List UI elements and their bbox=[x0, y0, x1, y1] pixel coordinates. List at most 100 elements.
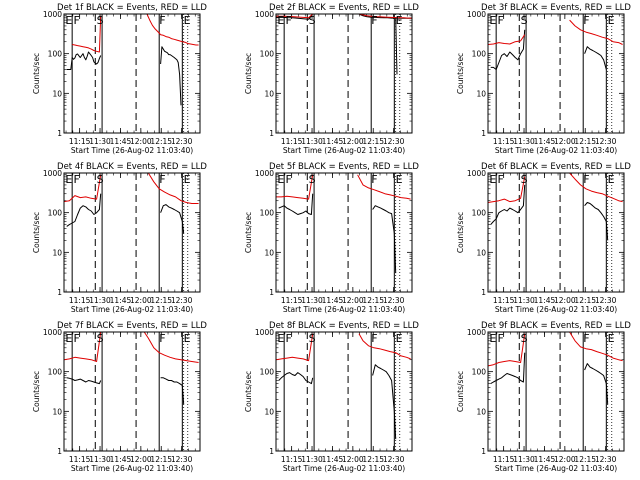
y-tick-label: 1000 bbox=[467, 328, 486, 337]
y-tick-label: 100 bbox=[48, 368, 63, 377]
events-series-line bbox=[66, 377, 102, 385]
chart-title: Det 2f BLACK = Events, RED = LLD bbox=[269, 3, 419, 13]
y-axis-label: Counts/sec bbox=[456, 53, 465, 94]
y-tick-label: 100 bbox=[260, 209, 275, 218]
x-tick-label: 11:45 bbox=[110, 137, 132, 146]
y-tick-label: 100 bbox=[48, 209, 63, 218]
events-series-line bbox=[584, 46, 607, 70]
y-tick-label: 1 bbox=[57, 447, 62, 456]
plot-frame bbox=[275, 331, 413, 452]
y-tick-label: 10 bbox=[264, 407, 274, 416]
interval-flag-label: E bbox=[65, 14, 72, 27]
events-series-line bbox=[278, 372, 314, 385]
y-tick-label: 100 bbox=[48, 50, 63, 59]
y-tick-label: 100 bbox=[260, 368, 275, 377]
interval-flag-label: E bbox=[396, 332, 403, 345]
y-tick-label: 10 bbox=[52, 248, 62, 257]
interval-flag-label: F bbox=[286, 332, 292, 345]
lld-series-line bbox=[569, 19, 623, 45]
interval-flag-label: E bbox=[184, 173, 191, 186]
events-series-line bbox=[66, 193, 102, 227]
plot-frame bbox=[275, 172, 413, 293]
x-tick-label: 11:15 bbox=[69, 137, 91, 146]
lld-series-line bbox=[64, 332, 102, 362]
plot-frame bbox=[63, 13, 201, 134]
y-tick-label: 1 bbox=[269, 129, 274, 138]
interval-flag-label: F bbox=[159, 14, 165, 27]
plot-area bbox=[488, 14, 623, 133]
x-tick-label: 12:15 bbox=[150, 137, 172, 146]
x-tick-label: 12:30 bbox=[171, 137, 193, 146]
x-tick-label: 12:30 bbox=[383, 137, 405, 146]
chart-title: Det 6f BLACK = Events, RED = LLD bbox=[481, 162, 631, 172]
interval-flag-label: E bbox=[184, 14, 191, 27]
x-tick-label: 11:30 bbox=[513, 137, 535, 146]
events-series-line bbox=[276, 14, 314, 20]
plot-area bbox=[488, 332, 623, 451]
interval-flag-label: F bbox=[498, 14, 504, 27]
y-tick-label: 1000 bbox=[43, 328, 62, 337]
x-tick-label: 12:15 bbox=[362, 296, 384, 305]
x-tick-label: 11:30 bbox=[89, 296, 111, 305]
lld-series-line bbox=[569, 173, 623, 203]
interval-flag-label: F bbox=[74, 14, 80, 27]
interval-flag-label: E bbox=[608, 332, 615, 345]
plot-frame bbox=[487, 13, 625, 134]
x-tick-label: 11:30 bbox=[301, 296, 323, 305]
x-tick-label: 11:45 bbox=[322, 296, 344, 305]
y-tick-label: 10 bbox=[52, 407, 62, 416]
plot-area bbox=[276, 14, 412, 133]
chart-panel-9: Det 9f BLACK = Events, RED = LLD 1 10 100 10… bbox=[456, 321, 631, 473]
y-tick-label: 1 bbox=[57, 288, 62, 297]
x-tick-label: 12:00 bbox=[130, 137, 152, 146]
x-tick-label: 11:15 bbox=[69, 296, 91, 305]
x-axis-label: Start Time (26-Aug-02 11:03:40) bbox=[71, 146, 193, 155]
y-tick-label: 1000 bbox=[255, 169, 274, 178]
x-tick-label: 12:30 bbox=[595, 137, 617, 146]
events-series-line bbox=[490, 352, 526, 385]
lld-series-line bbox=[357, 174, 411, 200]
interval-flag-label: F bbox=[74, 332, 80, 345]
x-tick-label: 11:45 bbox=[534, 455, 556, 464]
chart-panel-6: Det 6f BLACK = Events, RED = LLD 1 10 100 10… bbox=[456, 162, 631, 314]
plot-frame bbox=[487, 331, 625, 452]
x-tick-label: 12:00 bbox=[342, 296, 364, 305]
x-tick-label: 11:45 bbox=[322, 137, 344, 146]
lld-series-line bbox=[488, 34, 526, 45]
x-tick-label: 11:30 bbox=[89, 455, 111, 464]
x-tick-label: 12:00 bbox=[342, 137, 364, 146]
interval-flag-label: S bbox=[309, 14, 316, 27]
y-axis-label: Counts/sec bbox=[244, 371, 253, 412]
x-tick-label: 11:15 bbox=[281, 137, 303, 146]
y-tick-label: 10 bbox=[476, 89, 486, 98]
interval-flag-label: E bbox=[277, 173, 284, 186]
y-tick-label: 1 bbox=[269, 288, 274, 297]
interval-flag-label: F bbox=[371, 332, 377, 345]
lld-series-line bbox=[143, 332, 199, 363]
y-tick-label: 10 bbox=[476, 407, 486, 416]
x-axis-label: Start Time (26-Aug-02 11:03:40) bbox=[71, 464, 193, 473]
x-tick-label: 11:30 bbox=[513, 296, 535, 305]
plot-frame bbox=[63, 331, 201, 452]
interval-flag-label: F bbox=[159, 332, 165, 345]
events-series-line bbox=[160, 46, 182, 106]
interval-flag-label: S bbox=[309, 332, 316, 345]
interval-flag-label: S bbox=[97, 173, 104, 186]
events-series-line bbox=[584, 363, 609, 405]
interval-flag-label: S bbox=[97, 332, 104, 345]
x-tick-label: 11:15 bbox=[281, 296, 303, 305]
lld-series-line bbox=[358, 333, 411, 360]
y-tick-label: 1 bbox=[481, 447, 486, 456]
lld-series-line bbox=[276, 174, 314, 200]
lld-series-line bbox=[276, 333, 314, 362]
y-tick-label: 10 bbox=[476, 248, 486, 257]
x-tick-label: 12:15 bbox=[574, 296, 596, 305]
x-tick-label: 11:15 bbox=[69, 455, 91, 464]
x-tick-label: 12:30 bbox=[595, 296, 617, 305]
interval-flag-label: F bbox=[159, 173, 165, 186]
x-tick-label: 12:30 bbox=[171, 296, 193, 305]
interval-flag-label: F bbox=[583, 173, 589, 186]
x-tick-label: 11:15 bbox=[493, 296, 515, 305]
events-series-line bbox=[372, 364, 397, 440]
interval-flag-label: E bbox=[184, 332, 191, 345]
